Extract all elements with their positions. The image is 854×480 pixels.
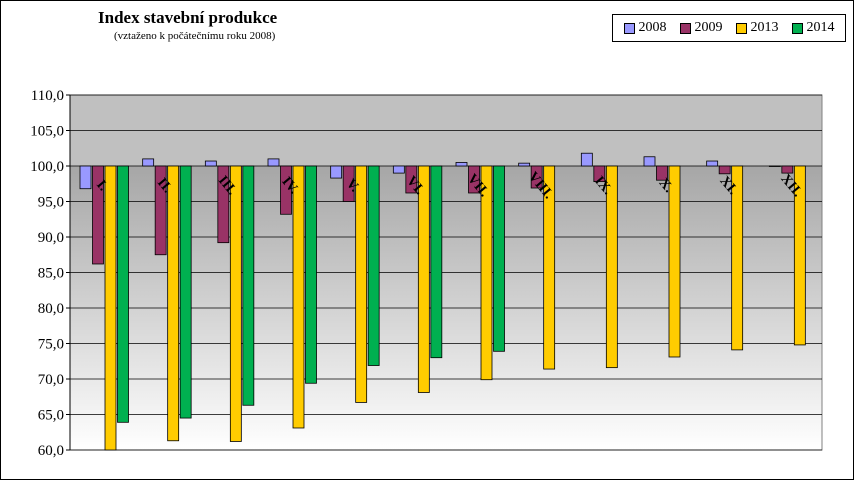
bar-2014-III — [242, 165, 255, 406]
bar-2008-X — [643, 156, 656, 167]
bar-2008-XII — [768, 165, 781, 167]
bar-2009-VII — [468, 165, 480, 194]
legend-label-2013: 2013 — [750, 20, 779, 35]
bar-2008-II — [142, 158, 155, 167]
bar-2014-VII — [493, 165, 505, 352]
chart-subtitle: (vztaženo k počátečnímu roku 2008) — [114, 30, 276, 42]
bar-2013-III — [229, 165, 242, 442]
bar-2009-IV — [280, 165, 292, 215]
bar-2009-VIII — [530, 165, 543, 189]
bar-2008-VIII — [518, 162, 531, 167]
bar-2013-VII — [480, 165, 493, 381]
y-axis: 60,0 65,0 70,0 75,0 80,0 85,0 90,0 95,0 100,0 105… — [30, 88, 71, 459]
y-tick-label: 100,0 — [30, 159, 64, 175]
y-tick-label: 75,0 — [38, 337, 64, 353]
bar-2014-VI — [430, 165, 443, 359]
y-tick-label: 85,0 — [38, 266, 64, 282]
bar-2009-XII — [781, 165, 794, 174]
bar-2009-II — [154, 165, 167, 256]
y-tick-label: 60,0 — [38, 443, 64, 459]
legend-swatch-2009 — [679, 22, 691, 34]
legend-label-2014: 2014 — [806, 20, 835, 35]
legend-item-2013: 2013 — [735, 20, 779, 36]
bar-2013-VIII — [543, 165, 556, 370]
bar-2008-V — [330, 165, 343, 179]
y-tick-label: 80,0 — [38, 301, 64, 317]
y-tick-label: 105,0 — [30, 124, 64, 140]
bar-2013-X — [668, 165, 681, 358]
bar-2008-VII — [455, 162, 468, 167]
y-tick-label: 90,0 — [38, 230, 64, 246]
bar-2008-XI — [706, 160, 719, 167]
y-tick-label: 65,0 — [38, 408, 64, 424]
bar-2008-VI — [392, 165, 405, 174]
legend-item-2009: 2009 — [679, 20, 723, 36]
bar-2008-III — [204, 160, 217, 167]
bar-2013-II — [167, 165, 180, 442]
bar-2014-II — [179, 165, 192, 419]
bar-2009-XI — [718, 165, 731, 175]
gridlines — [70, 94, 822, 451]
bar-2009-V — [342, 165, 355, 202]
legend-item-2014: 2014 — [791, 20, 835, 36]
bar-2009-I — [92, 165, 104, 265]
bar-2013-XI — [731, 165, 744, 351]
chart-title: Index stavební produkce — [98, 8, 278, 27]
y-tick-label: 110,0 — [31, 88, 64, 104]
bar-2013-IV — [292, 165, 305, 429]
legend-swatch-2008 — [623, 22, 635, 34]
bar-2009-IX — [593, 165, 606, 183]
legend-swatch-2014 — [791, 22, 803, 34]
bar-2009-VI — [405, 165, 418, 194]
bars — [79, 152, 806, 451]
chart-legend: 2008 2009 2013 2014 — [612, 14, 846, 42]
bar-2008-IX — [580, 152, 593, 167]
bar-2014-I — [117, 165, 129, 423]
bar-2013-I — [104, 165, 117, 451]
bar-2013-XII — [793, 165, 806, 346]
bar-2014-V — [367, 165, 380, 366]
bar-2008-I — [79, 165, 92, 190]
bar-2008-IV — [267, 158, 280, 167]
bar-2013-VI — [417, 165, 430, 393]
y-tick-label: 95,0 — [38, 195, 64, 211]
legend-label-2009: 2009 — [694, 20, 723, 35]
legend-item-2008: 2008 — [623, 20, 667, 36]
bar-2013-IX — [605, 165, 618, 369]
legend-label-2008: 2008 — [638, 20, 667, 35]
bar-2014-IV — [305, 165, 317, 384]
legend-swatch-2013 — [735, 22, 747, 34]
bar-2009-III — [217, 165, 230, 244]
bar-2013-V — [355, 165, 368, 403]
y-tick-label: 70,0 — [38, 372, 64, 388]
bar-2009-X — [656, 165, 668, 181]
